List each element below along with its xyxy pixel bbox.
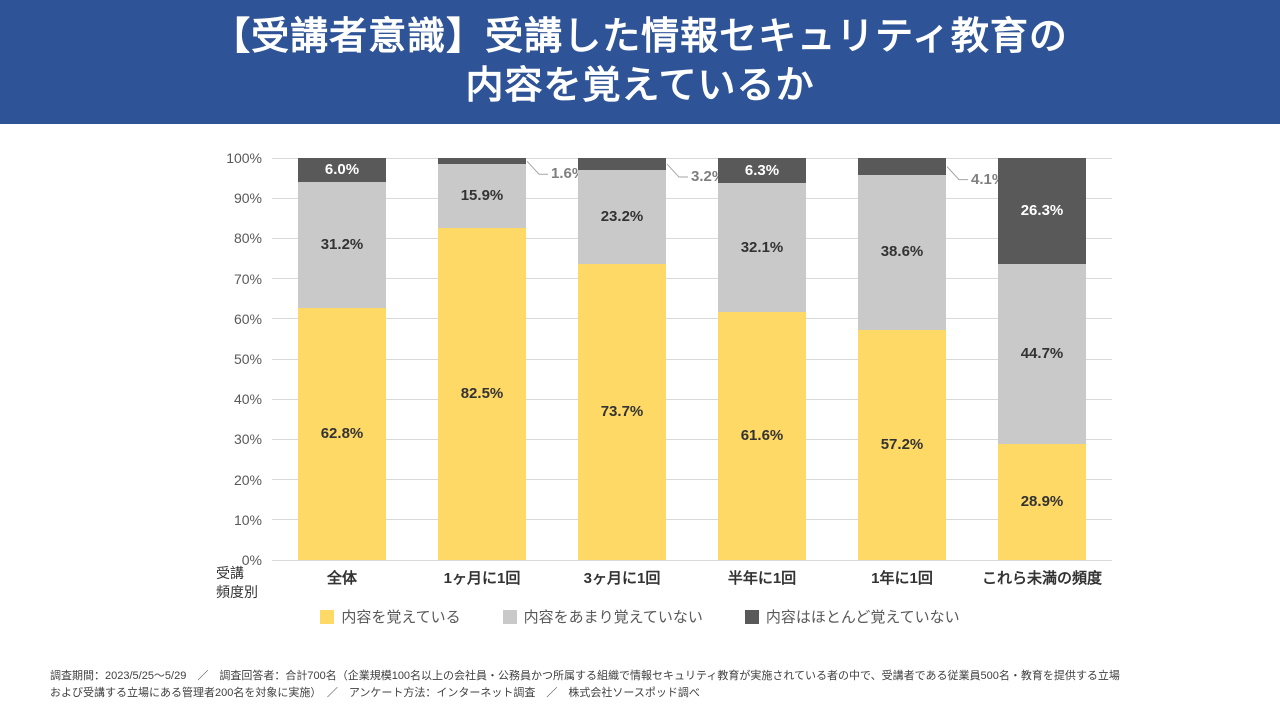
data-label: 38.6%: [880, 243, 924, 261]
data-label: 82.5%: [460, 385, 504, 403]
bar-segment: [858, 330, 946, 560]
legend-swatch: [744, 609, 759, 624]
bar-segment: [718, 312, 806, 560]
y-tick-label: 80%: [233, 230, 262, 247]
y-tick-label: 0%: [241, 552, 262, 568]
gridline: [272, 157, 1112, 159]
data-label: 44.7%: [1020, 344, 1064, 362]
x-category-label: 全体: [326, 570, 357, 587]
x-category-label: 半年に1回: [727, 570, 797, 587]
y-tick-label: 40%: [233, 391, 262, 408]
bar-segment: [438, 158, 526, 165]
survey-note-line2: および受講する立場にある管理者200名を対象に実施） ／ アンケート方法：インタ…: [50, 687, 700, 700]
title-banner: 【受講者意識】受講した情報セキュリティ教育の 内容を覚えているか: [0, 0, 1280, 124]
legend-label: 内容をあまり覚えていない: [523, 609, 703, 626]
bar-segment: [438, 164, 526, 229]
y-tick-label: 20%: [233, 471, 262, 488]
bar-segment: [438, 228, 526, 560]
data-label: 15.9%: [460, 187, 504, 205]
bar-segment: [298, 182, 386, 308]
data-label: 31.2%: [320, 235, 364, 253]
y-tick-label: 70%: [233, 270, 262, 287]
y-axis: 0% 10% 20% 30% 40% 50% 60% 70% 80% 90% 100%: [180, 150, 262, 568]
data-label: 1.6%: [551, 165, 586, 183]
gridline: [272, 519, 1112, 521]
gridline: [272, 237, 1112, 239]
data-label: 28.9%: [1020, 492, 1064, 510]
x-category-label: これら未満の頻度: [981, 570, 1102, 587]
y-tick-label: 60%: [233, 310, 262, 327]
data-label: 57.2%: [880, 436, 924, 454]
x-axis: 全体 1ヶ月に1回 3ヶ月に1回 半年に1回 1年に1回 これら未満の頻度: [272, 568, 1112, 590]
bar-segment: [858, 174, 946, 331]
legend-item: 内容をあまり覚えていない: [502, 606, 703, 627]
legend-label: 内容を覚えている: [341, 609, 461, 626]
bar-segment: [998, 158, 1086, 265]
data-label: 4.1%: [971, 170, 1006, 188]
y-tick-label: 30%: [233, 431, 262, 448]
data-label: 26.3%: [1020, 202, 1064, 220]
data-label: 62.8%: [320, 424, 364, 442]
bar-segment: [998, 264, 1086, 444]
legend-item: 内容を覚えている: [320, 606, 461, 627]
gridline: [272, 559, 1112, 561]
data-label: 32.1%: [740, 238, 784, 256]
x-category-label: 1年に1回: [871, 570, 933, 587]
survey-note: 調査期間：2023/5/25～5/29 ／ 調査回答者：合計700名（企業規模1…: [50, 668, 1240, 702]
gridline: [272, 479, 1112, 481]
plot-area: 62.8% 31.2% 6.0% 82.5% 15.9% 1.6% 73.7% 23.2% 3.…: [272, 157, 1112, 561]
y-tick-label: 10%: [233, 511, 262, 528]
legend-swatch: [502, 609, 517, 624]
x-category-label: 3ヶ月に1回: [583, 570, 661, 587]
survey-note-line1: 調査期間：2023/5/25～5/29 ／ 調査回答者：合計700名（企業規模1…: [50, 670, 1120, 682]
bar-segment: [298, 307, 386, 560]
gridline: [272, 398, 1112, 400]
page-title-line1: 【受講者意識】受講した情報セキュリティ教育の: [212, 15, 1068, 58]
bar-segment: [578, 263, 666, 560]
legend: 内容を覚えている 内容をあまり覚えていない 内容はほとんど覚えていない: [0, 606, 1280, 627]
data-label: 6.3%: [744, 161, 780, 179]
data-label: 23.2%: [600, 208, 644, 226]
gridline: [272, 438, 1112, 440]
gridline: [272, 318, 1112, 320]
legend-label: 内容はほとんど覚えていない: [765, 609, 960, 626]
gridline: [272, 278, 1112, 280]
bar-segment: [578, 170, 666, 264]
data-label: 73.7%: [600, 402, 644, 420]
x-category-label: 1ヶ月に1回: [443, 570, 521, 587]
bar-segment: [298, 158, 386, 183]
y-tick-label: 50%: [233, 351, 262, 367]
data-label: 3.2%: [691, 168, 726, 186]
page-title-line2: 内容を覚えているか: [465, 65, 815, 107]
bar-segment: [578, 157, 666, 171]
legend-swatch: [320, 609, 335, 624]
bar-segment: [718, 183, 806, 313]
axis-title: 受講 頻度別: [216, 565, 258, 600]
legend-item: 内容はほとんど覚えていない: [744, 606, 960, 627]
gridline: [272, 358, 1112, 360]
y-tick-label: 100%: [226, 150, 262, 166]
y-tick-label: 90%: [233, 190, 262, 207]
gridline: [272, 197, 1112, 199]
data-label: 6.0%: [324, 161, 360, 179]
bar-segment: [718, 158, 806, 184]
data-label: 61.6%: [740, 427, 784, 445]
bar-segment: [858, 158, 946, 175]
bar-segment: [998, 443, 1086, 560]
